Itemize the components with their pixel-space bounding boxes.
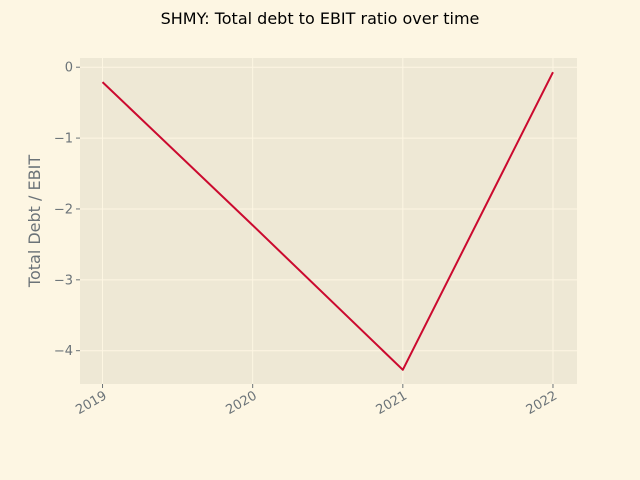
y-axis: 0 −1 −2 −3 −4 xyxy=(54,61,80,359)
series-line xyxy=(101,71,554,371)
series-layer xyxy=(101,71,554,371)
y-axis-label: Total Debt / EBIT xyxy=(25,155,44,288)
x-tick-label: 2019 xyxy=(73,388,109,418)
x-tick-label: 2021 xyxy=(374,388,410,418)
y-tick-label: −4 xyxy=(54,344,73,359)
y-tick-label: −2 xyxy=(54,202,73,217)
plot-area xyxy=(80,58,577,384)
y-tick-label: −1 xyxy=(54,132,73,147)
y-tick-label: −3 xyxy=(54,273,73,288)
y-tick-label: 0 xyxy=(65,61,73,76)
x-axis: 2019 2020 2021 2022 xyxy=(73,384,560,418)
chart-title: SHMY: Total debt to EBIT ratio over time xyxy=(161,9,480,28)
x-tick-label: 2022 xyxy=(524,388,560,418)
x-tick-label: 2020 xyxy=(224,388,260,418)
grid xyxy=(80,58,577,384)
